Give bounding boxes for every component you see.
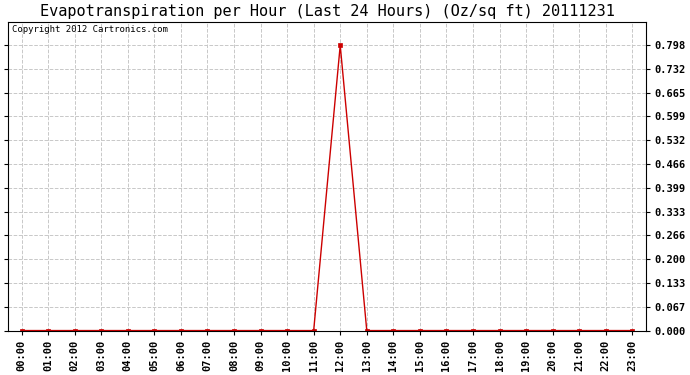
Title: Evapotranspiration per Hour (Last 24 Hours) (Oz/sq ft) 20111231: Evapotranspiration per Hour (Last 24 Hou… (39, 4, 614, 19)
Text: Copyright 2012 Cartronics.com: Copyright 2012 Cartronics.com (12, 25, 168, 34)
